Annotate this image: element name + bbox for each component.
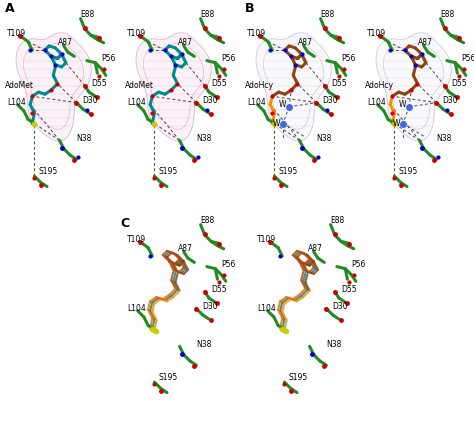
- Text: D55: D55: [341, 285, 357, 294]
- Text: L104: L104: [7, 98, 26, 107]
- Text: S195: S195: [399, 167, 418, 176]
- Text: N38: N38: [76, 134, 92, 143]
- Text: E88: E88: [201, 10, 215, 19]
- Text: N38: N38: [196, 340, 212, 349]
- Text: E88: E88: [441, 10, 455, 19]
- Text: P56: P56: [342, 54, 356, 63]
- Text: A87: A87: [177, 244, 192, 253]
- Text: S195: S195: [279, 167, 298, 176]
- Text: A87: A87: [418, 38, 432, 47]
- Text: D55: D55: [451, 79, 467, 88]
- Text: E88: E88: [81, 10, 95, 19]
- Text: A87: A87: [57, 38, 73, 47]
- Polygon shape: [256, 33, 331, 141]
- Text: N38: N38: [437, 134, 452, 143]
- Text: T109: T109: [127, 235, 146, 244]
- Text: A87: A87: [298, 38, 312, 47]
- Text: L104: L104: [367, 98, 386, 107]
- Text: D55: D55: [331, 79, 346, 88]
- Text: D30: D30: [82, 96, 98, 105]
- Text: T109: T109: [247, 29, 266, 38]
- Text: W: W: [399, 100, 406, 109]
- Text: D55: D55: [211, 285, 227, 294]
- Text: E88: E88: [330, 216, 345, 225]
- Text: L104: L104: [247, 98, 266, 107]
- Polygon shape: [16, 33, 91, 141]
- Text: L104: L104: [127, 304, 146, 313]
- Text: T109: T109: [367, 29, 386, 38]
- Text: A87: A87: [308, 244, 322, 253]
- Text: AdoMet: AdoMet: [5, 81, 34, 90]
- Text: W: W: [272, 119, 280, 128]
- Text: W: W: [279, 100, 286, 109]
- Text: A87: A87: [177, 38, 192, 47]
- Text: B: B: [245, 2, 255, 15]
- Text: D30: D30: [203, 302, 219, 311]
- Text: P56: P56: [352, 260, 366, 269]
- Text: D30: D30: [443, 96, 458, 105]
- Text: P56: P56: [222, 260, 236, 269]
- Text: C: C: [120, 217, 129, 230]
- Text: D55: D55: [211, 79, 227, 88]
- Text: E88: E88: [320, 10, 335, 19]
- Text: D30: D30: [333, 302, 348, 311]
- Text: A: A: [5, 2, 15, 15]
- Text: P56: P56: [101, 54, 116, 63]
- Text: E88: E88: [201, 216, 215, 225]
- Text: L104: L104: [127, 98, 146, 107]
- Text: W: W: [392, 119, 400, 128]
- Text: N38: N38: [327, 340, 342, 349]
- Text: D30: D30: [323, 96, 338, 105]
- Polygon shape: [136, 33, 211, 141]
- Text: T109: T109: [7, 29, 26, 38]
- Text: S195: S195: [159, 167, 178, 176]
- Text: L104: L104: [257, 304, 276, 313]
- Text: P56: P56: [462, 54, 474, 63]
- Text: S195: S195: [159, 373, 178, 382]
- Text: N38: N38: [196, 134, 212, 143]
- Text: N38: N38: [317, 134, 332, 143]
- Text: T109: T109: [257, 235, 276, 244]
- Text: T109: T109: [127, 29, 146, 38]
- Text: AdoHcy: AdoHcy: [245, 81, 274, 90]
- Polygon shape: [376, 33, 451, 141]
- Text: S195: S195: [289, 373, 308, 382]
- Text: S195: S195: [38, 167, 58, 176]
- Text: D55: D55: [91, 79, 107, 88]
- Text: P56: P56: [222, 54, 236, 63]
- Text: AdoMet: AdoMet: [125, 81, 154, 90]
- Text: D30: D30: [203, 96, 219, 105]
- Text: AdoHcy: AdoHcy: [365, 81, 394, 90]
